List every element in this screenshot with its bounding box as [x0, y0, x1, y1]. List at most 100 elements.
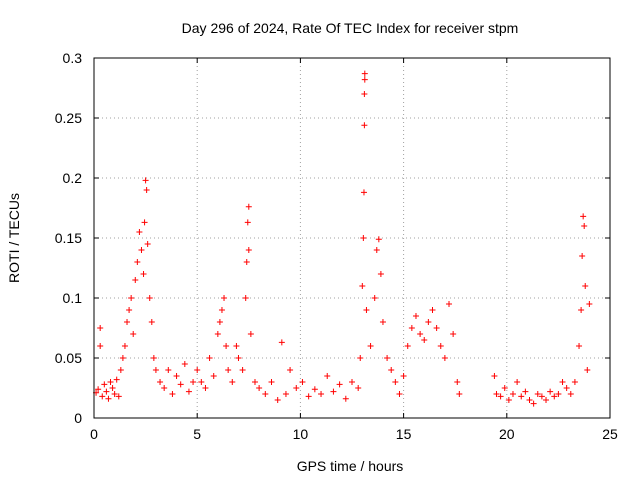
data-point	[173, 373, 180, 379]
data-point	[119, 355, 126, 361]
data-point	[105, 395, 112, 402]
data-point	[318, 391, 325, 397]
data-point	[229, 379, 236, 385]
data-point	[417, 331, 424, 337]
data-point	[336, 381, 343, 388]
data-point	[128, 295, 135, 301]
x-tick-label: 0	[90, 426, 98, 442]
data-point	[262, 391, 269, 397]
data-point	[363, 307, 370, 313]
data-point	[247, 331, 254, 337]
data-point	[505, 397, 512, 403]
y-axis-label: ROTI / TECUs	[6, 193, 22, 283]
data-point	[103, 388, 110, 395]
data-point	[99, 393, 106, 400]
data-point	[97, 343, 104, 349]
data-point	[392, 379, 399, 385]
data-point	[95, 386, 102, 393]
data-point	[526, 397, 533, 403]
data-point	[324, 373, 331, 379]
chart-title: Day 296 of 2024, Rate Of TEC Index for r…	[182, 20, 519, 36]
data-point	[400, 373, 407, 379]
data-point	[274, 397, 281, 403]
data-point	[581, 223, 588, 229]
data-point	[357, 355, 364, 361]
data-point	[377, 271, 384, 277]
data-point	[359, 283, 366, 289]
data-point	[567, 391, 574, 397]
data-point	[177, 381, 184, 388]
data-point	[408, 325, 415, 331]
y-tick-label: 0.3	[63, 50, 83, 66]
data-point	[121, 343, 128, 349]
data-point	[342, 395, 349, 402]
data-point	[132, 277, 139, 283]
y-tick-label: 0.1	[63, 290, 83, 306]
data-point	[584, 367, 591, 373]
data-point	[404, 343, 411, 349]
data-points	[93, 70, 593, 407]
data-point	[165, 367, 172, 373]
data-point	[429, 307, 436, 313]
data-point	[582, 283, 589, 289]
data-point	[518, 393, 525, 400]
data-point	[169, 391, 176, 397]
data-point	[109, 385, 116, 391]
x-tick-label: 10	[293, 426, 309, 442]
data-point	[330, 388, 337, 395]
data-point	[157, 379, 164, 385]
data-point	[194, 367, 201, 373]
data-point	[579, 253, 586, 259]
data-point	[278, 339, 285, 346]
data-point	[245, 203, 252, 210]
data-point	[371, 295, 378, 301]
data-point	[140, 271, 147, 277]
y-axis-ticks: 0 0.05 0.1 0.15 0.2 0.25 0.3	[55, 50, 610, 426]
data-point	[223, 343, 230, 349]
data-point	[360, 189, 367, 196]
x-tick-label: 25	[602, 426, 618, 442]
data-point	[497, 393, 504, 400]
data-point	[530, 400, 537, 407]
data-point	[142, 177, 149, 184]
data-point	[130, 331, 137, 337]
data-point	[242, 295, 249, 301]
data-point	[586, 301, 593, 307]
data-point	[126, 307, 133, 313]
data-point	[293, 385, 300, 391]
data-point	[245, 247, 252, 253]
data-point	[493, 391, 500, 397]
data-point	[115, 393, 122, 400]
y-tick-label: 0.05	[55, 350, 82, 366]
data-point	[243, 259, 250, 265]
data-point	[150, 355, 157, 361]
data-point	[412, 313, 419, 319]
data-point	[111, 391, 118, 397]
data-point	[138, 247, 145, 253]
data-point	[134, 259, 141, 265]
data-point	[578, 307, 585, 313]
data-point	[117, 367, 124, 373]
data-point	[555, 391, 562, 397]
data-point	[509, 391, 516, 397]
grid-lines	[94, 58, 610, 418]
data-point	[97, 325, 104, 331]
data-point	[361, 70, 368, 77]
data-point	[190, 379, 197, 385]
data-point	[375, 236, 382, 243]
data-point	[543, 397, 550, 403]
data-point	[251, 379, 258, 385]
data-point	[107, 379, 114, 385]
data-point	[538, 393, 545, 400]
x-axis-label: GPS time / hours	[297, 458, 404, 474]
data-point	[181, 361, 188, 367]
data-point	[287, 367, 294, 373]
data-point	[239, 367, 246, 373]
data-point	[450, 331, 457, 337]
data-point	[563, 385, 570, 391]
data-point	[141, 219, 148, 226]
data-point	[388, 367, 395, 373]
y-tick-label: 0.2	[63, 170, 83, 186]
data-point	[367, 343, 374, 349]
data-point	[441, 355, 448, 361]
